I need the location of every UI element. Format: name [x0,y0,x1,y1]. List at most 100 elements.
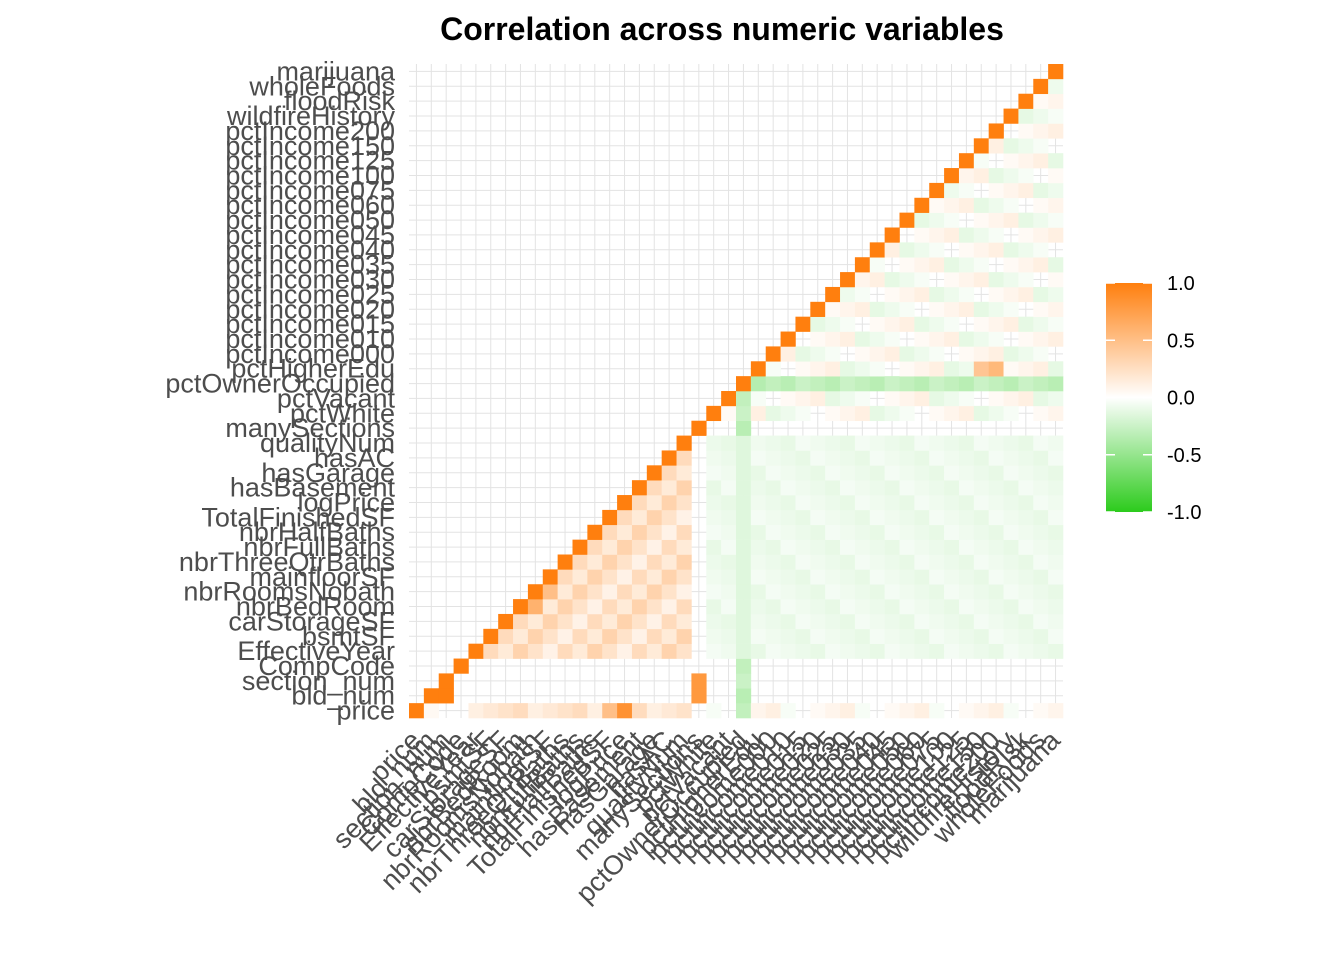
heatmap-cell [780,524,796,540]
heatmap-cell [646,703,662,719]
heatmap-cell [765,495,781,511]
heatmap-cell [1033,331,1049,347]
heatmap-cell [423,688,440,704]
heatmap-cell [914,495,930,511]
heatmap-cell [736,673,752,689]
heatmap-cell [1018,346,1034,362]
heatmap-cell [825,465,841,481]
heatmap-cell [423,703,440,719]
heatmap-cell [854,599,871,615]
legend-tick-label: -0.5 [1167,445,1201,467]
heatmap-cell [631,509,648,526]
heatmap-cell [617,703,633,719]
heatmap-cell [869,554,885,570]
heatmap-cell [929,286,945,303]
heatmap-cell [840,539,856,555]
heatmap-cell [1018,435,1034,451]
heatmap-cell [1018,93,1034,109]
heatmap-cell [557,643,573,659]
heatmap-cell [780,703,796,719]
heatmap-cell [810,346,826,362]
heatmap-cell [676,554,692,570]
heatmap-cell [973,212,989,228]
heatmap-cell [944,450,960,466]
heatmap-cell [899,569,915,585]
heatmap-cell [1033,450,1049,466]
heatmap-cell [676,495,692,511]
heatmap-cell [646,509,662,526]
heatmap-cell [1033,78,1049,95]
heatmap-cell [409,703,425,719]
heatmap-cell [780,599,796,615]
heatmap-cell [1003,495,1019,511]
heatmap-cell [765,554,781,570]
heatmap-cell [1003,405,1019,422]
heatmap-cell [602,584,618,600]
heatmap-cell [1033,212,1049,228]
heatmap-cell [944,212,960,228]
heatmap-cell [617,495,633,511]
heatmap-cell [840,316,856,332]
heatmap-cell [958,182,975,199]
heatmap-cell [631,495,648,511]
heatmap-cell [706,584,722,600]
heatmap-cell [750,361,767,377]
heatmap-cell [854,301,871,317]
heatmap-cell [587,554,603,570]
heatmap-cell [825,286,841,303]
heatmap-cell [736,391,752,407]
heatmap-cell [587,539,603,555]
heatmap-cell [914,509,930,526]
heatmap-cell [1003,257,1019,273]
heatmap-cell [736,584,752,600]
heatmap-cell [854,480,871,496]
heatmap-cell [810,331,826,347]
heatmap-cell [840,465,856,481]
heatmap-cell [973,376,989,392]
heatmap-cell [617,584,633,600]
heatmap-cell [795,643,811,659]
heatmap-cell [840,569,856,585]
heatmap-cell [958,524,975,540]
legend-tick-label: 1.0 [1167,273,1195,295]
heatmap-cell [1033,509,1049,526]
heatmap-cell [914,613,930,630]
heatmap-cell [602,643,618,659]
heatmap-cell [988,168,1004,184]
heatmap-cell [958,613,975,630]
heatmap-cell [513,613,529,630]
heatmap-cell [825,346,841,362]
heatmap-cell [884,509,900,526]
heatmap-cell [706,628,722,644]
heatmap-cell [869,524,885,540]
heatmap-cell [661,628,677,644]
heatmap-cell [557,703,573,719]
heatmap-cell [691,673,707,689]
heatmap-cell [973,242,989,258]
heatmap-cell [1048,554,1064,570]
heatmap-cell [661,509,677,526]
heatmap-cell [661,584,677,600]
heatmap-cell [988,272,1004,288]
y-tick-label: bsmtSF [302,621,395,651]
heatmap-cell [646,495,662,511]
y-tick-label: carStorageSF [228,606,395,636]
heatmap-cell [1033,182,1049,199]
heatmap-cell [988,405,1004,422]
heatmap-cell [1048,584,1064,600]
heatmap-cell [854,376,871,392]
heatmap-cell [884,331,900,347]
heatmap-cell [899,405,915,422]
heatmap-cell [513,703,529,719]
heatmap-cell [453,658,469,674]
heatmap-cell [1033,361,1049,377]
heatmap-cell [869,346,885,362]
heatmap-cell [944,554,960,570]
heatmap-cell [1048,197,1064,213]
heatmap-cell [973,509,989,526]
heatmap-cell [958,435,975,451]
heatmap-cell [631,480,648,496]
heatmap-cell [899,450,915,466]
heatmap-cell [542,599,558,615]
